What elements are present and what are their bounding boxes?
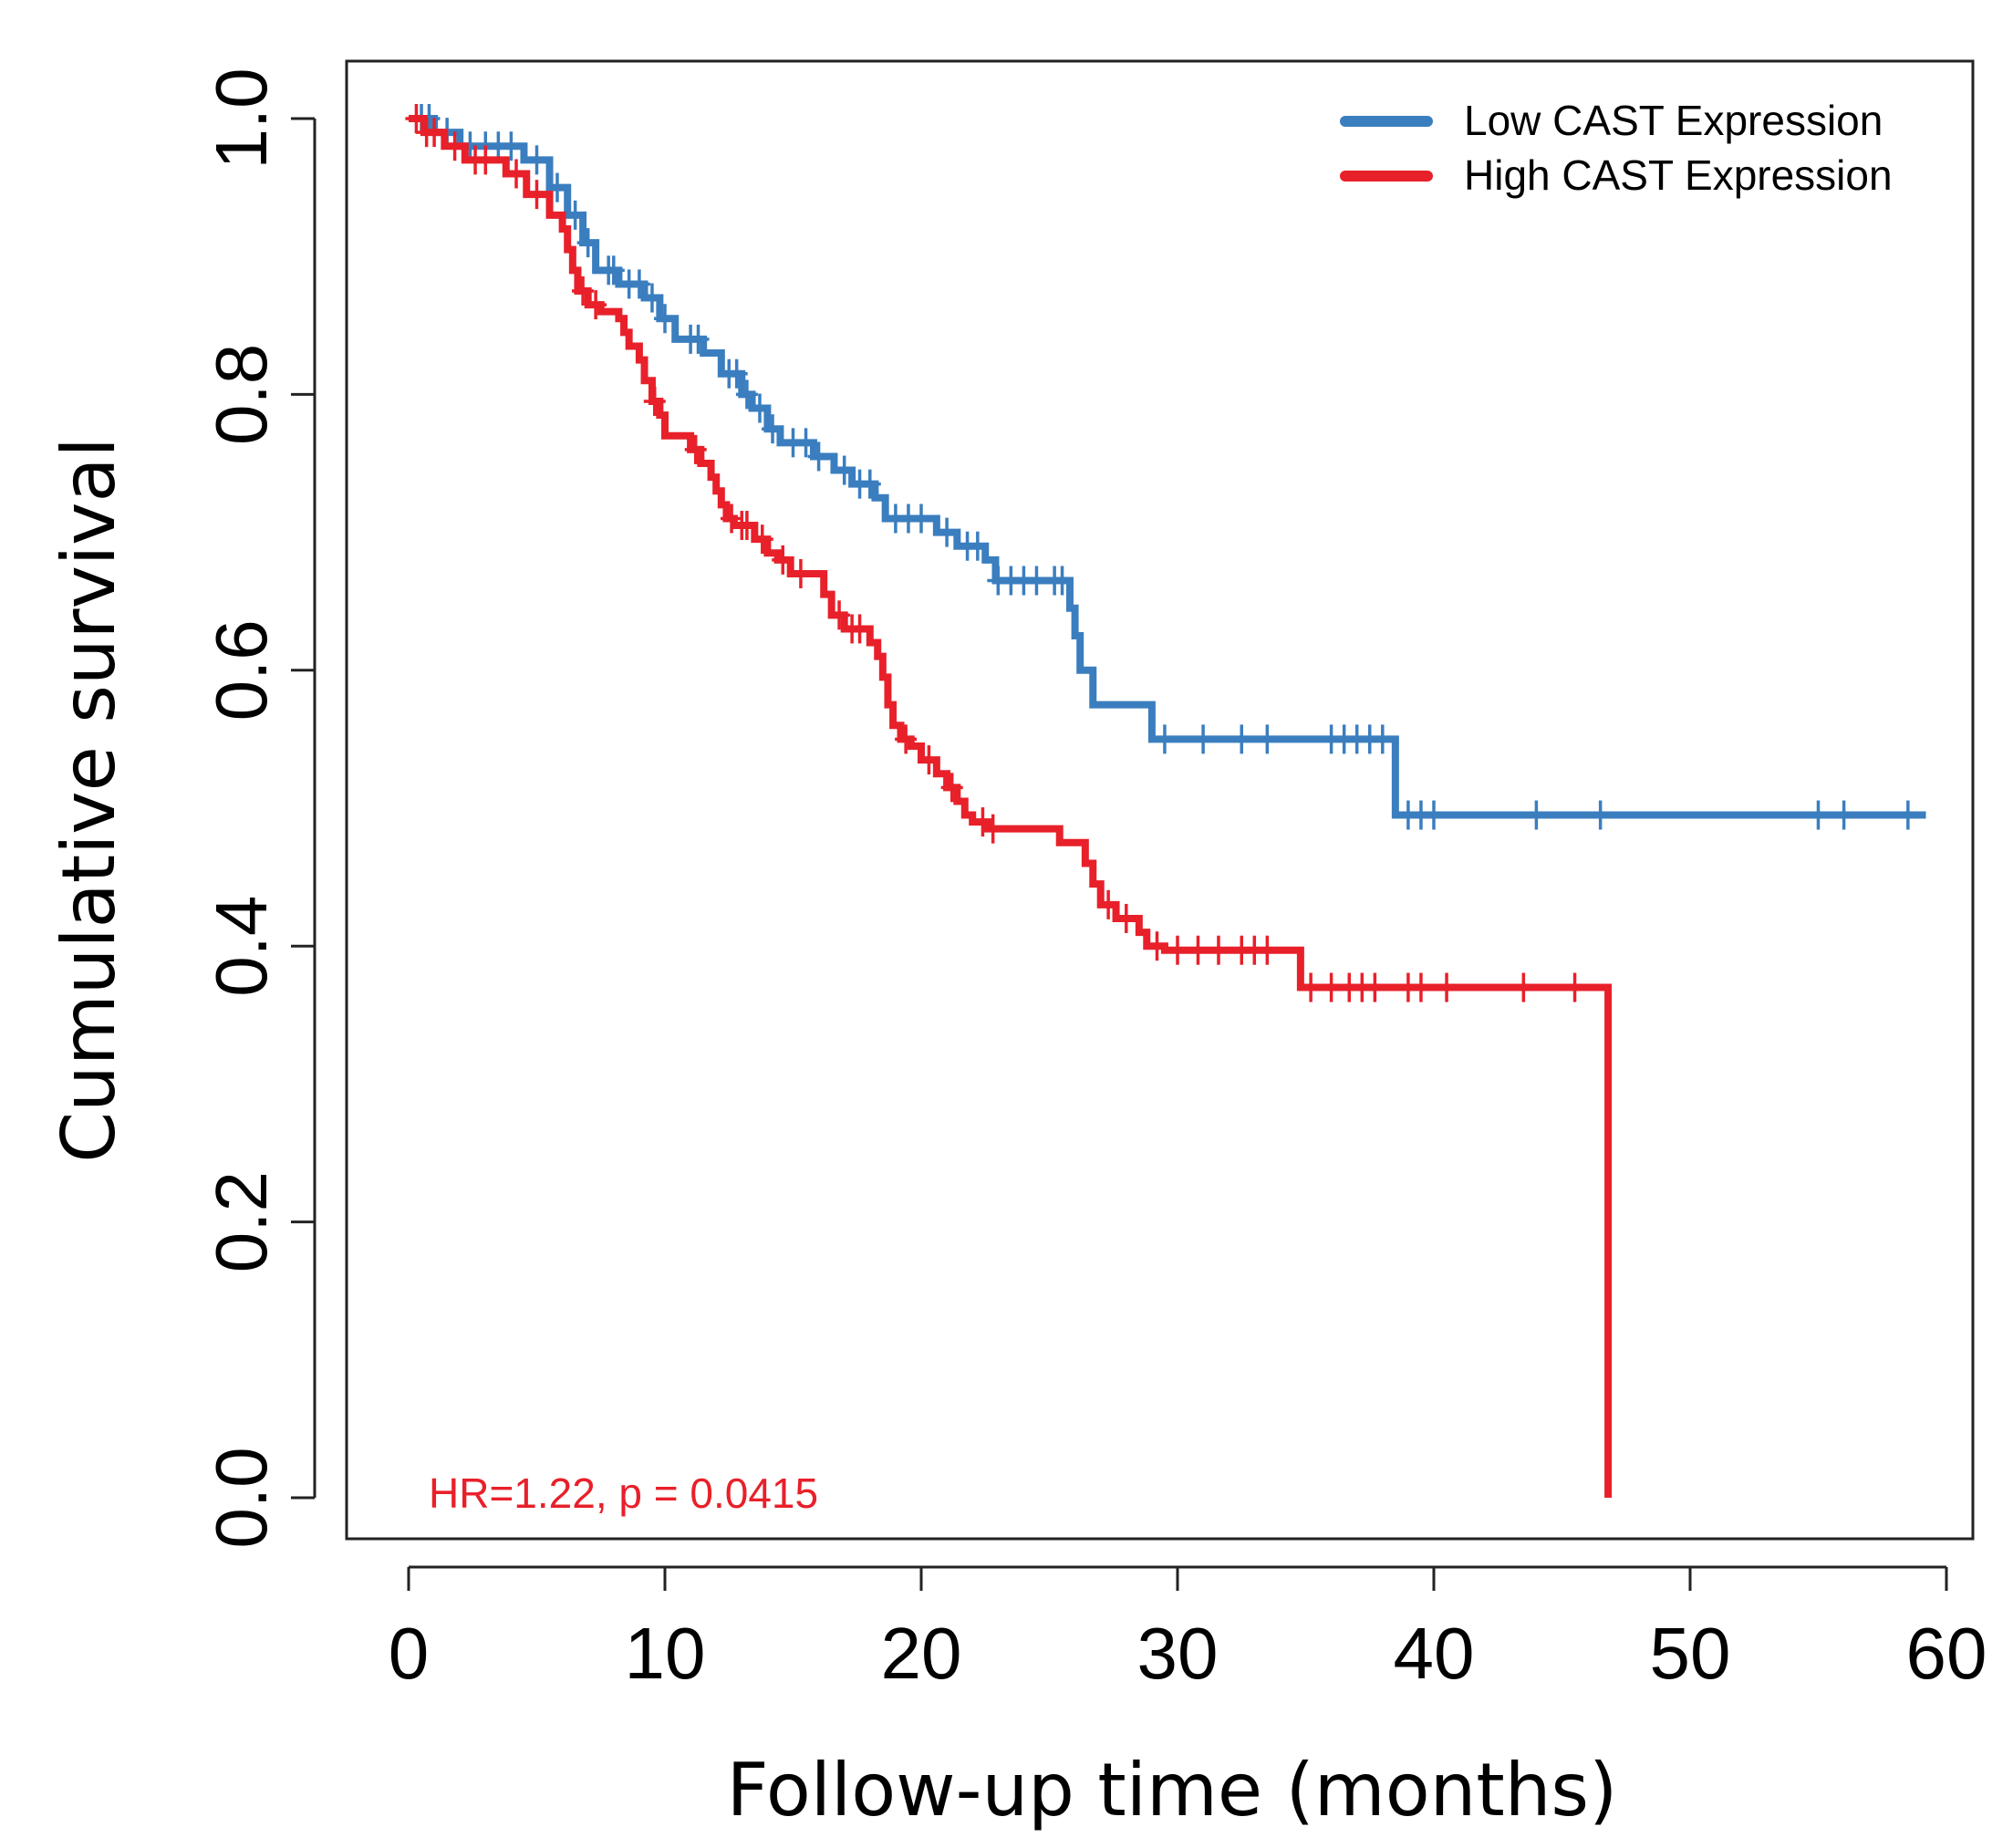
- series-layer: [405, 104, 1926, 1498]
- x-tick-label: 20: [881, 1613, 962, 1694]
- x-tick-label: 40: [1394, 1613, 1475, 1694]
- y-tick-label: 1.0: [201, 67, 282, 169]
- x-tick-label: 60: [1906, 1613, 1987, 1694]
- series-line-0: [409, 115, 1926, 819]
- y-tick-label: 0.4: [201, 896, 282, 997]
- plot-frame: [345, 59, 1975, 1541]
- y-tick-label: 0.0: [201, 1447, 282, 1548]
- series-line-1: [409, 115, 1613, 1498]
- x-tick-label: 0: [389, 1613, 430, 1694]
- y-tick-label: 0.6: [201, 619, 282, 721]
- legend: Low CAST Expression High CAST Expression: [1340, 97, 1893, 199]
- y-tick-label: 0.2: [201, 1171, 282, 1272]
- x-axis: 0 10 20 30 40 50 60: [389, 1565, 1987, 1694]
- legend-label-low: Low CAST Expression: [1464, 97, 1883, 144]
- y-axis-title: Cumulative survival: [47, 437, 131, 1162]
- x-tick-label: 50: [1650, 1613, 1731, 1694]
- x-axis-title: Follow-up time (months): [727, 1748, 1618, 1832]
- x-tick-label: 30: [1137, 1613, 1219, 1694]
- x-tick-label: 10: [625, 1613, 706, 1694]
- hr-annotation: HR=1.22, p = 0.0415: [429, 1469, 818, 1517]
- y-axis: 0.0 0.2 0.4 0.6 0.8 1.0: [201, 67, 316, 1549]
- legend-label-high: High CAST Expression: [1464, 151, 1893, 199]
- y-tick-label: 0.8: [201, 344, 282, 445]
